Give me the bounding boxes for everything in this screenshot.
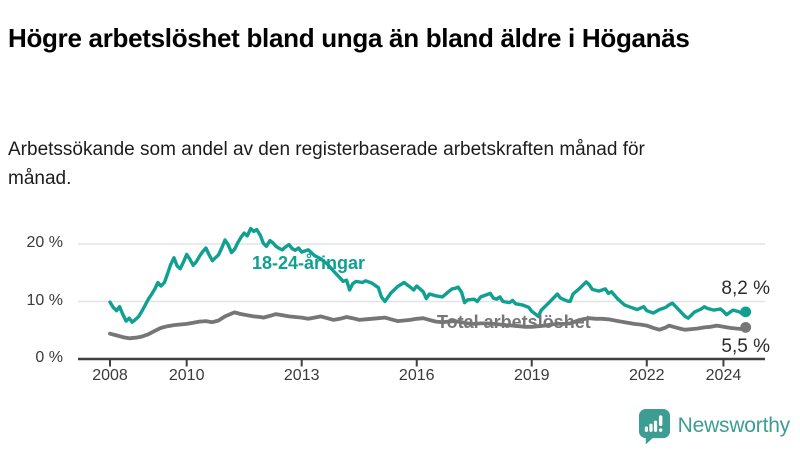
series-line xyxy=(108,226,748,324)
series-end-dot xyxy=(740,306,752,318)
x-axis-tick-label: 2022 xyxy=(628,367,665,384)
end-value-label-youth: 8,2 % xyxy=(721,278,770,299)
y-axis-tick-label: 20 % xyxy=(26,234,63,251)
x-axis-tick-label: 2019 xyxy=(513,367,550,384)
page-title: Högre arbetslöshet bland unga än bland ä… xyxy=(8,23,690,54)
x-axis-tick-label: 2013 xyxy=(283,367,320,384)
brand-name: Newsworthy xyxy=(677,414,791,437)
series-line xyxy=(108,310,748,341)
x-axis-tick-label: 2016 xyxy=(398,367,435,384)
x-axis-tick-label: 2008 xyxy=(92,367,128,384)
x-axis-tick-label: 2010 xyxy=(168,367,205,384)
y-axis-tick-label: 0 % xyxy=(35,349,63,366)
series-label-youth: 18-24-åringar xyxy=(252,253,366,273)
chart-subtitle: Arbetssökande som andel av den registerb… xyxy=(8,139,645,190)
series-label-total: Total arbetslöshet xyxy=(437,312,591,332)
x-axis-tick-label: 2024 xyxy=(705,367,742,384)
bar-chart-speech-bubble-icon xyxy=(638,409,670,444)
y-axis-tick-label: 10 % xyxy=(26,291,63,309)
end-value-label-total: 5,5 % xyxy=(721,336,770,357)
series-end-dot xyxy=(740,321,752,333)
newsworthy-logo: Newsworthy xyxy=(638,408,790,444)
